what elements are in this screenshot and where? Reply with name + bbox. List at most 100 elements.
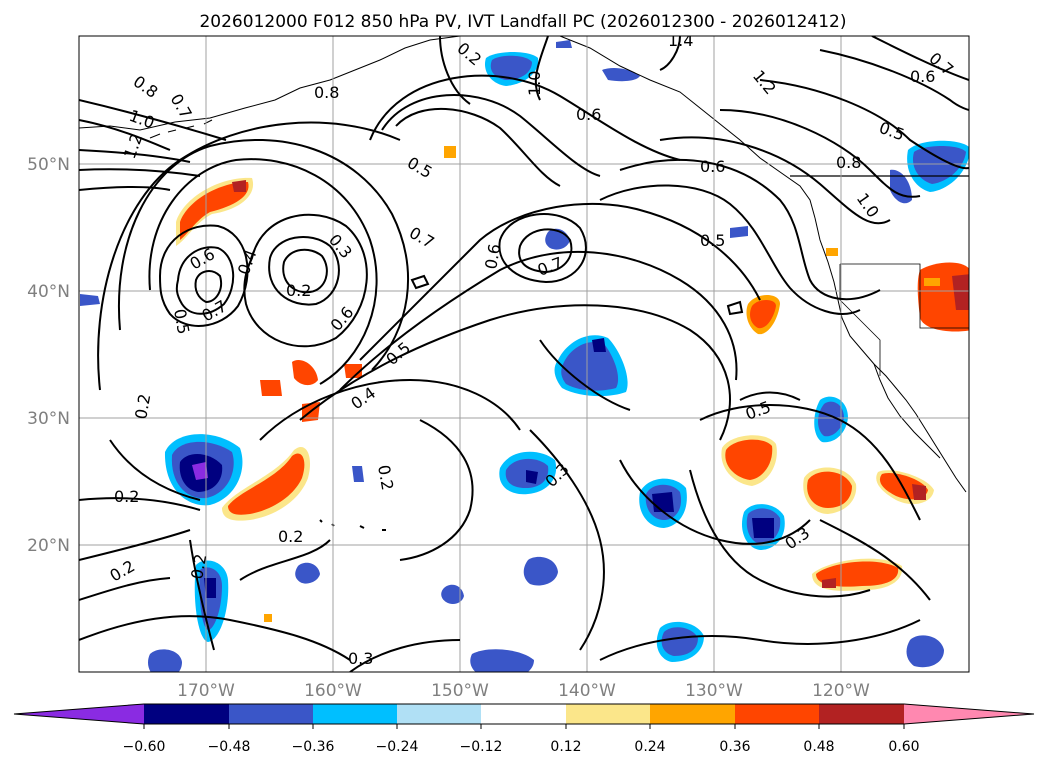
fill-blob: [444, 146, 456, 158]
lon-label: 130°W: [685, 681, 743, 701]
contour-label: 0.6: [576, 105, 601, 124]
coastline-baja: [873, 363, 941, 459]
coastline-alaska: [79, 36, 461, 131]
colorbar-segment: [397, 704, 481, 724]
colorbar-extend-low: [14, 704, 144, 724]
contour-line: [619, 159, 881, 301]
contour-line: [726, 300, 744, 316]
fill-blob: [952, 274, 969, 310]
contour-line: [395, 108, 561, 187]
contour-line: [539, 339, 631, 411]
colorbar-tick-label: 0.24: [634, 739, 665, 755]
lat-label: 20°N: [27, 536, 70, 556]
contour-line: [79, 119, 171, 151]
contour-line: [175, 246, 235, 315]
coastline-gulf-alaska: [559, 36, 816, 219]
colorbar-tick-label: 0.48: [803, 739, 834, 755]
contour-line: [79, 577, 171, 601]
gridlines: [79, 36, 969, 672]
fill-blob: [822, 578, 836, 588]
contour-line: [410, 274, 430, 290]
fill-blob: [556, 40, 572, 48]
colorbar-segment: [481, 704, 566, 724]
contour-line: [739, 391, 801, 401]
colorbar-segment: [650, 704, 735, 724]
contour-line: [79, 168, 201, 177]
contour-line: [79, 186, 171, 191]
lon-label: 170°W: [177, 681, 235, 701]
fill-blob: [652, 492, 674, 512]
contour-line: [719, 109, 921, 198]
colorbar-tick-label: 0.60: [888, 739, 919, 755]
fill-blob: [592, 338, 606, 352]
map-area: 0.8 0.7 1.0 1.2 0.8 0.2 1.0 1.4 0.6 0.6 …: [79, 31, 969, 672]
fill-blob: [441, 584, 464, 604]
pv-contours: [79, 36, 969, 672]
lat-label: 40°N: [27, 282, 70, 302]
fill-blob: [818, 401, 844, 437]
contour-line: [439, 36, 471, 105]
fill-blob: [912, 484, 926, 500]
contour-label: 0.8: [836, 153, 861, 172]
fill-blob: [826, 248, 838, 256]
fill-blob: [260, 380, 282, 396]
contour-line: [239, 539, 331, 581]
contour-line: [339, 250, 738, 391]
fill-blob: [292, 360, 318, 386]
lon-label: 160°W: [304, 681, 362, 701]
fill-blob: [490, 55, 532, 80]
colorbar-segment: [313, 704, 397, 724]
contour-line: [194, 270, 222, 304]
contour-label: 0.6: [910, 67, 935, 86]
contour-line: [268, 235, 340, 306]
colorbar-segment: [144, 704, 229, 724]
fill-blob: [352, 466, 364, 482]
contour-label: 0.2: [374, 463, 397, 491]
contour-line: [259, 378, 521, 441]
contour-line: [498, 213, 587, 284]
contour-label: 0.5: [700, 231, 725, 250]
fill-blob: [232, 180, 246, 192]
fill-blob: [750, 300, 776, 329]
latitude-labels: 50°N 40°N 30°N 20°N: [27, 155, 70, 556]
colorbar-ticks: [143, 724, 905, 729]
contour-line: [109, 439, 201, 501]
fill-blob: [661, 627, 698, 656]
contour-line: [699, 404, 921, 521]
contour-line: [659, 136, 891, 225]
contour-line: [118, 139, 409, 371]
contour-line: [158, 224, 249, 327]
contour-line: [79, 615, 351, 661]
contour-label: 0.3: [348, 649, 373, 668]
contour-line: [299, 304, 731, 441]
contour-line: [534, 36, 549, 101]
contour-label: 1.4: [668, 31, 693, 50]
fill-blob: [192, 462, 208, 480]
colorbar-tick-label: 0.12: [550, 739, 581, 755]
lon-label: 150°W: [431, 681, 489, 701]
contour-line: [97, 121, 401, 391]
state-borders: [839, 263, 969, 376]
colorbar-tick-label: −0.36: [292, 739, 335, 755]
colorbar-segment: [735, 704, 819, 724]
colorbar-segment: [819, 704, 904, 724]
contour-label: 0.2: [286, 281, 311, 300]
fill-blob: [816, 561, 899, 587]
contour-line: [79, 99, 227, 141]
contour-line: [399, 419, 474, 561]
contour-line: [369, 74, 681, 161]
contour-label: 1.0: [525, 71, 544, 96]
fill-blob: [295, 562, 320, 584]
fill-blob: [890, 169, 912, 204]
fill-blob: [180, 182, 249, 240]
contour-label: 0.6: [700, 157, 725, 176]
fill-blob: [526, 470, 538, 484]
fill-blob: [204, 578, 216, 598]
colorbar-tick-label: −0.60: [123, 739, 166, 755]
contour-line: [79, 529, 191, 561]
fill-blob: [80, 294, 100, 306]
contour-line: [381, 94, 601, 177]
colorbar-segment: [566, 704, 650, 724]
contour-label: 0.2: [278, 527, 303, 546]
